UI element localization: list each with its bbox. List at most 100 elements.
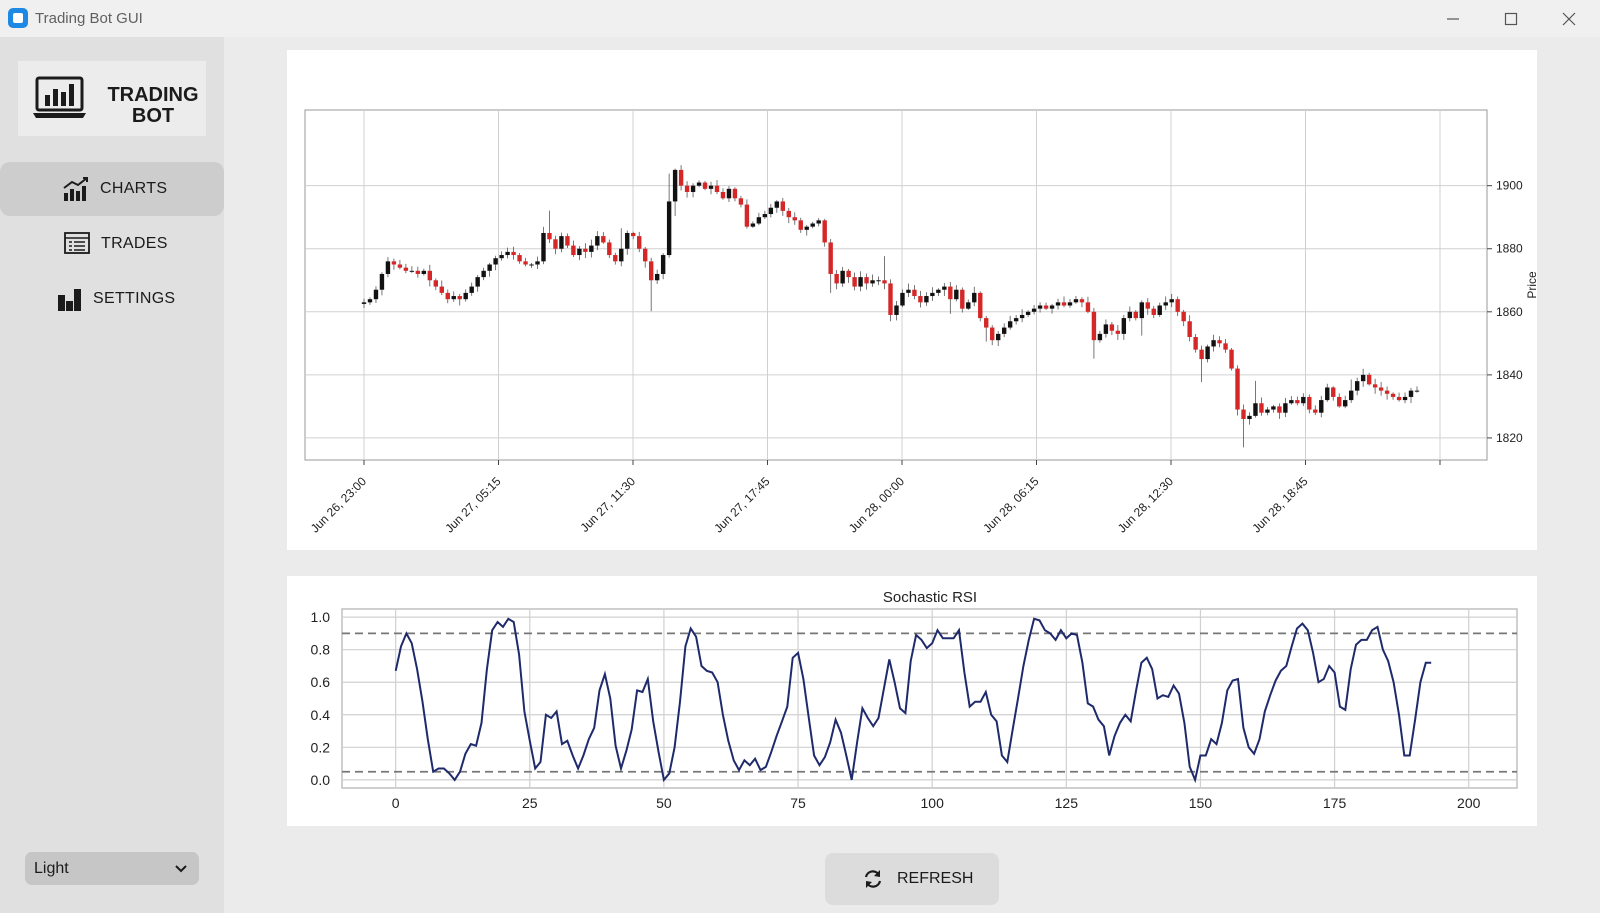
candle-body <box>403 267 409 271</box>
candle-body <box>1043 305 1049 309</box>
logo-text: TRADING BOT <box>98 85 208 127</box>
candle-body <box>511 251 516 256</box>
bars-icon <box>58 289 81 311</box>
candle-body <box>619 248 624 262</box>
price-tick-label-y: 1820 <box>1496 431 1523 445</box>
candle-body <box>660 255 666 274</box>
maximize-button[interactable] <box>1482 0 1540 37</box>
price-tick-label-y: 1840 <box>1496 368 1523 382</box>
candle-body <box>1157 305 1162 315</box>
candle-body <box>1055 302 1061 306</box>
candle-body <box>1271 406 1276 410</box>
candle-body <box>966 302 971 309</box>
candle-body <box>834 273 839 284</box>
candle-body <box>882 280 887 284</box>
refresh-button[interactable]: REFRESH <box>825 853 999 905</box>
candle-body <box>415 270 421 274</box>
window-title: Trading Bot GUI <box>35 10 143 27</box>
candle-body <box>577 248 582 256</box>
candle-body <box>648 261 654 281</box>
price-tick-label-y: 1880 <box>1496 242 1523 256</box>
candle-body <box>678 169 684 186</box>
candle-body <box>720 191 726 199</box>
price-tick-label-x: Jun 26, 23:00 <box>308 474 370 536</box>
candle-body <box>1289 400 1294 404</box>
candle-body <box>517 255 522 262</box>
candle-body <box>960 289 965 309</box>
nav-item-settings[interactable]: SETTINGS <box>0 272 224 326</box>
candle-body <box>666 201 672 256</box>
candle-body <box>499 255 504 259</box>
candle-body <box>445 292 450 300</box>
candle-body <box>696 182 702 186</box>
rsi-tick-label-x: 125 <box>1055 795 1079 811</box>
candle-body <box>756 217 762 224</box>
candle-body <box>427 270 433 281</box>
candle-body <box>1319 400 1324 413</box>
candle-body <box>726 188 732 199</box>
candle-body <box>601 236 606 243</box>
candle-body <box>690 185 696 192</box>
price-tick-label-y: 1900 <box>1496 179 1523 193</box>
candle-body <box>870 280 875 284</box>
candle-body <box>642 248 648 262</box>
candle-body <box>978 292 983 319</box>
candle-body <box>1229 349 1234 369</box>
candle-body <box>708 185 714 189</box>
candle-body <box>768 207 774 215</box>
candle-body <box>972 292 977 303</box>
candle-body <box>547 232 552 240</box>
logo-line-1: TRADING <box>107 84 199 106</box>
candle-body <box>1241 409 1246 420</box>
candle-body <box>1049 305 1055 309</box>
logo: TRADING BOT <box>18 61 206 136</box>
candle-body <box>1037 305 1043 309</box>
close-button[interactable] <box>1540 0 1598 37</box>
candle-body <box>631 232 636 237</box>
price-tick-label-x: Jun 28, 18:45 <box>1249 474 1311 536</box>
rsi-tick-label-x: 200 <box>1457 795 1481 811</box>
minimize-icon <box>1447 17 1459 20</box>
rsi-plot-frame <box>341 608 1518 789</box>
candle-body <box>990 327 995 341</box>
logo-line-2: BOT <box>131 105 175 127</box>
candle-body <box>433 280 438 287</box>
candle-body <box>1163 302 1168 306</box>
candle-body <box>780 201 786 211</box>
price-chart-panel: 1820 1840 1860 1880 1900 Jun 26, 23:00 Jun 27,… <box>287 50 1539 550</box>
price-plot-frame <box>304 109 1488 461</box>
maximize-icon <box>1504 12 1518 25</box>
candle-body <box>864 277 869 284</box>
candle-body <box>1384 390 1390 394</box>
candle-body <box>481 270 486 278</box>
chevron-down-icon <box>175 865 187 873</box>
candle-body <box>714 185 720 192</box>
refresh-icon <box>864 870 882 888</box>
candle-body <box>379 273 385 290</box>
candle-body <box>1031 308 1037 312</box>
candle-body <box>822 220 827 243</box>
candle-body <box>1217 340 1222 344</box>
nav-item-charts[interactable]: CHARTS <box>0 162 224 216</box>
candle-body <box>750 223 756 227</box>
refresh-label: REFRESH <box>897 870 974 887</box>
candle-body <box>930 292 935 297</box>
candle-body <box>792 217 797 221</box>
rsi-chart: Sochastic RSI 0 25 50 75 100 125 150 175 200 0.0 0… <box>311 589 1518 811</box>
candle-body <box>774 201 780 208</box>
price-tick-label-x: Jun 27, 11:30 <box>577 474 638 535</box>
candle-body <box>559 236 564 249</box>
list-icon <box>64 232 90 254</box>
candle-body <box>1223 343 1228 350</box>
candle-body <box>469 286 474 293</box>
candle-body <box>637 236 642 249</box>
theme-select[interactable]: Light <box>25 852 199 885</box>
candle-body <box>529 264 534 266</box>
candle-body <box>954 289 959 300</box>
candle-body <box>894 305 899 315</box>
candle-body <box>786 210 791 218</box>
nav-item-trades[interactable]: TRADES <box>0 217 224 271</box>
candle-body <box>702 182 708 189</box>
minimize-button[interactable] <box>1424 0 1482 37</box>
rsi-tick-label-y: 1.0 <box>311 609 331 625</box>
